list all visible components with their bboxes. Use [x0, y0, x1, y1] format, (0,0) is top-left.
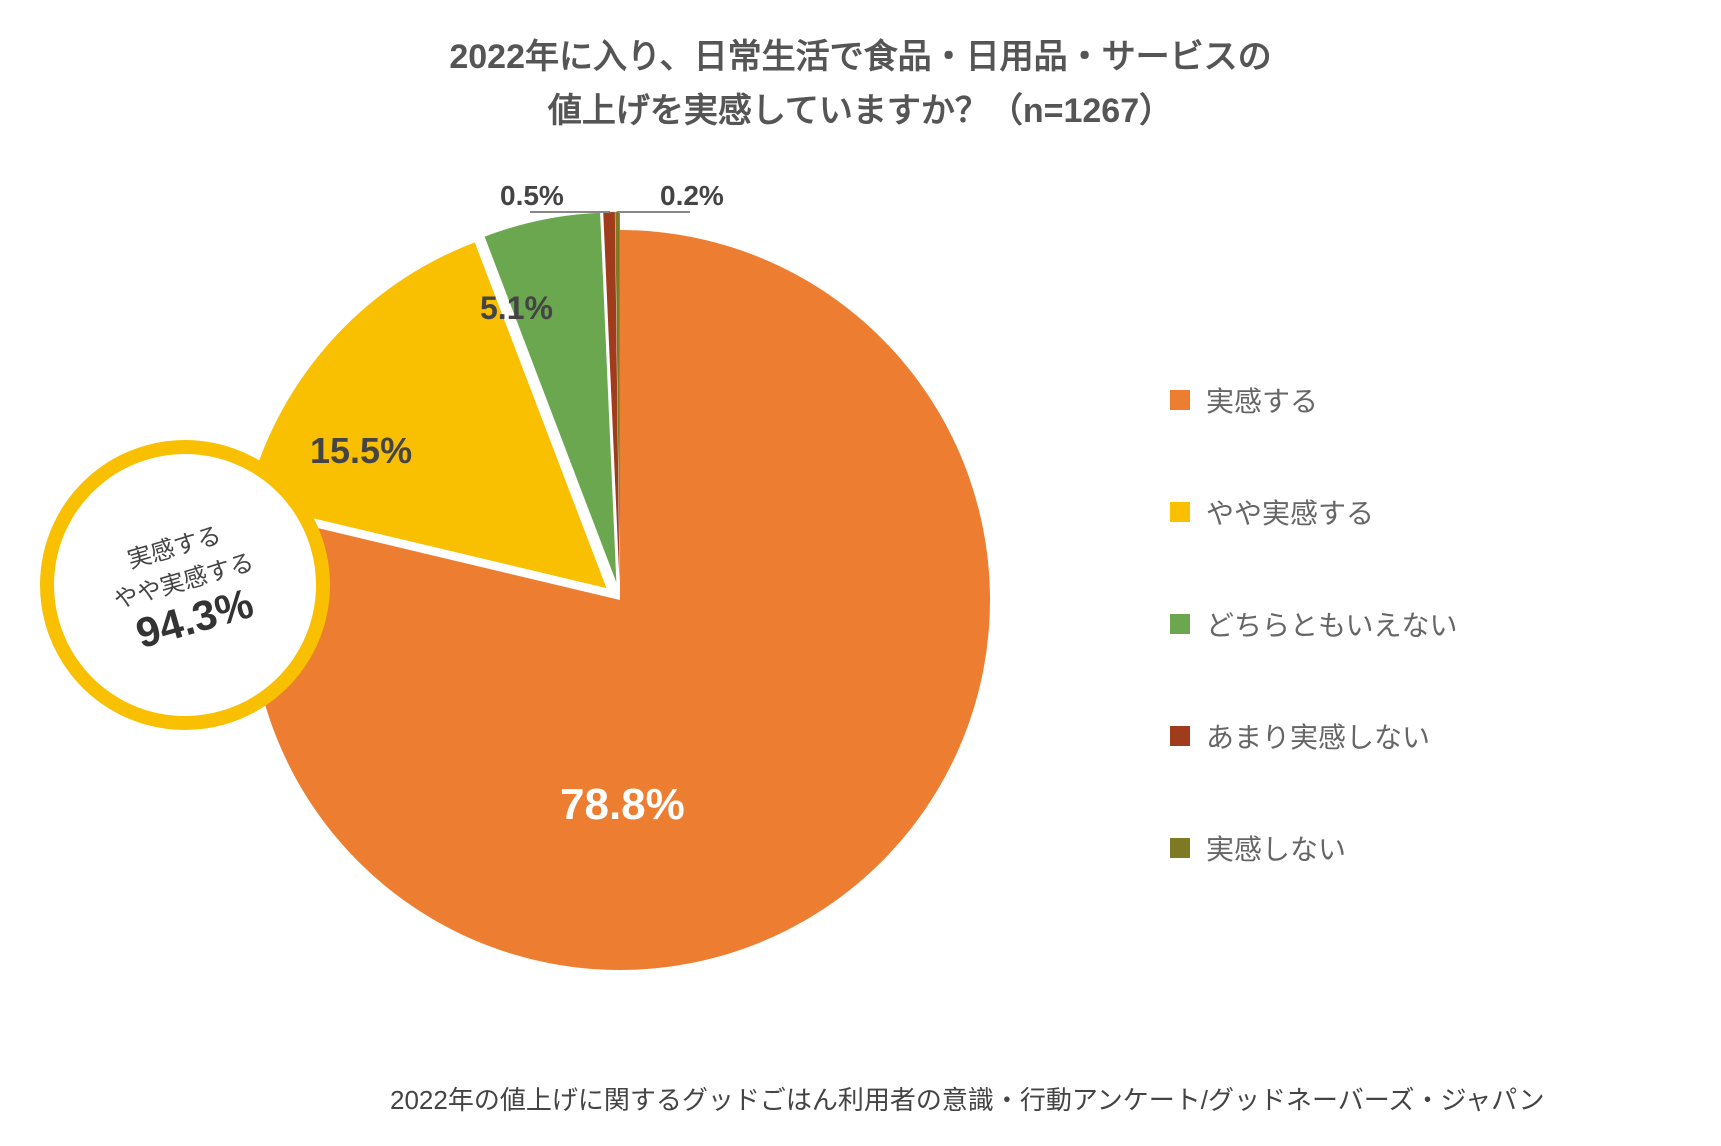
slice-label-3: 0.5% — [500, 180, 564, 212]
chart-container: 2022年に入り、日常生活で食品・日用品・サービスの 値上げを実感していますか？… — [0, 0, 1721, 1146]
legend-item-3: あまり実感しない — [1170, 716, 1457, 756]
slice-label-2: 5.1% — [480, 290, 553, 327]
legend-item-0: 実感する — [1170, 380, 1457, 420]
legend-label-3: あまり実感しない — [1206, 716, 1430, 756]
footer-credit: 2022年の値上げに関するグッドごはん利用者の意識・行動アンケート/グッドネーバ… — [390, 1080, 1544, 1117]
legend-swatch-2 — [1170, 614, 1190, 634]
title-line1: 2022年に入り、日常生活で食品・日用品・サービスの — [0, 30, 1721, 84]
legend: 実感するやや実感するどちらともいえないあまり実感しない実感しない — [1170, 380, 1457, 940]
legend-swatch-1 — [1170, 502, 1190, 522]
legend-label-2: どちらともいえない — [1206, 604, 1457, 644]
legend-swatch-3 — [1170, 726, 1190, 746]
legend-item-4: 実感しない — [1170, 828, 1457, 868]
legend-item-1: やや実感する — [1170, 492, 1457, 532]
slice-label-0: 78.8% — [560, 780, 685, 830]
legend-item-2: どちらともいえない — [1170, 604, 1457, 644]
slice-label-4: 0.2% — [660, 180, 724, 212]
title-line2: 値上げを実感していますか？（n=1267） — [0, 84, 1721, 138]
legend-label-1: やや実感する — [1206, 492, 1374, 532]
legend-label-4: 実感しない — [1206, 828, 1346, 868]
legend-label-0: 実感する — [1206, 380, 1318, 420]
slice-label-1: 15.5% — [310, 430, 412, 472]
legend-swatch-0 — [1170, 390, 1190, 410]
chart-title: 2022年に入り、日常生活で食品・日用品・サービスの 値上げを実感していますか？… — [0, 30, 1721, 139]
legend-swatch-4 — [1170, 838, 1190, 858]
